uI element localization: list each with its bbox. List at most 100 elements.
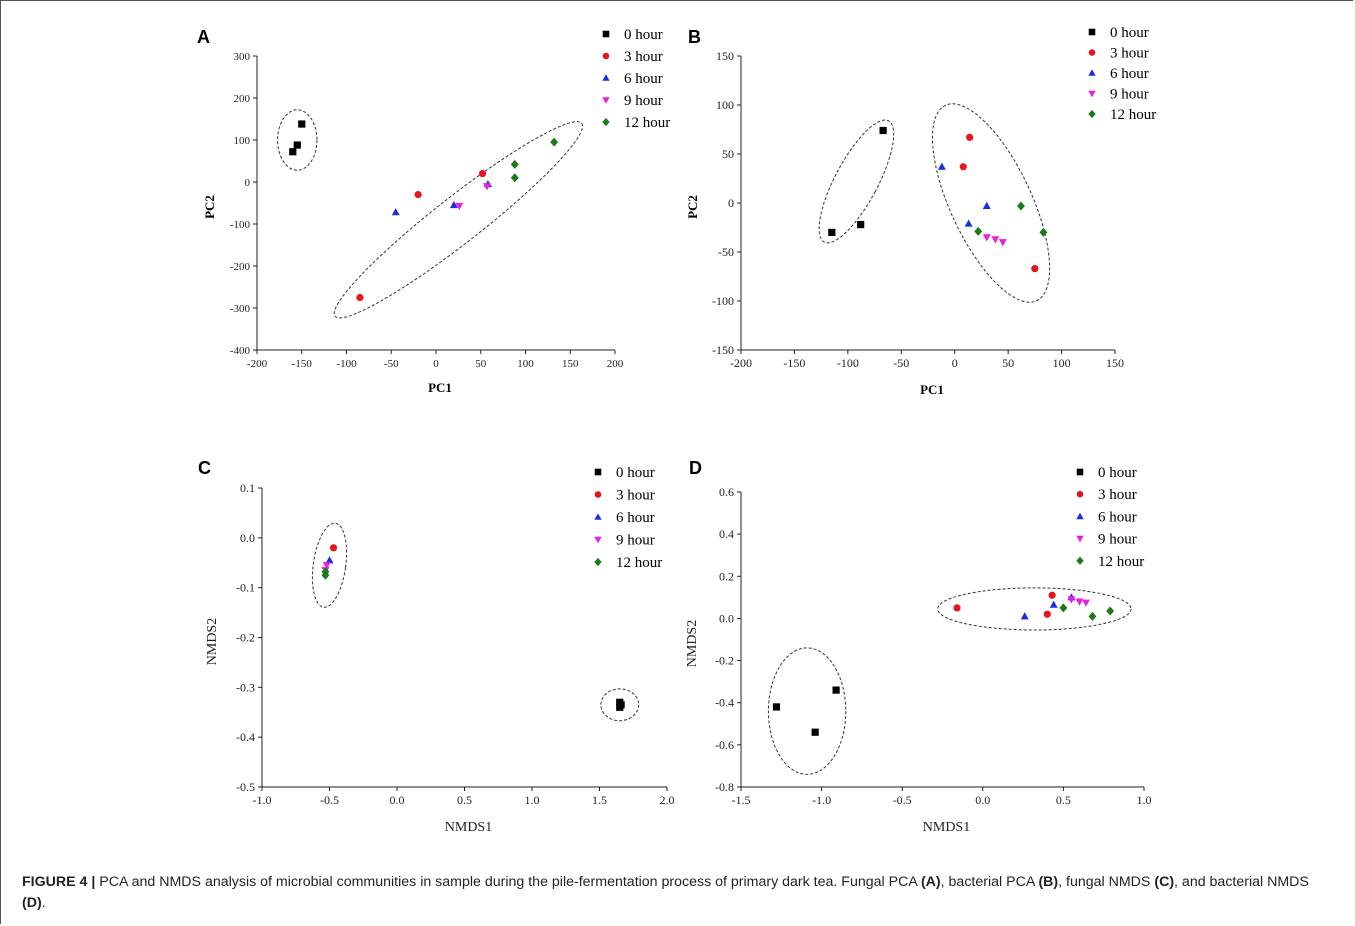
chart-panel-b: B-200 -150 -100 -50 0 50 100 150-150-100-500501… xyxy=(685,25,1156,397)
x-axis-title: PC1 xyxy=(920,382,944,397)
x-tick-label: 1.5 xyxy=(592,793,607,807)
y-tick-label: -0.4 xyxy=(715,696,734,710)
y-tick-label: 0 xyxy=(728,196,734,210)
legend-marker xyxy=(594,513,602,520)
x-tick-label: -200 xyxy=(730,356,752,370)
data-point-9-hour xyxy=(455,202,464,211)
caption-text-1: PCA and NMDS analysis of microbial commu… xyxy=(95,874,921,890)
data-point-6-hour xyxy=(964,219,973,227)
legend-marker xyxy=(1076,535,1084,543)
x-tick-label: 2.0 xyxy=(660,793,675,807)
data-point-6-hour xyxy=(1020,612,1029,620)
legend-label: 3 hour xyxy=(624,49,663,65)
chart-panel-d: D -1.5 -1.0 -0.5 0.0 0.5 1.0 -0.8 -0.6 -0.4 -0.2 0.… xyxy=(685,458,1152,835)
legend-marker xyxy=(602,52,610,60)
legend-label: 12 hour xyxy=(1110,107,1156,123)
legend-marker xyxy=(1076,512,1084,520)
y-tick-label: -50 xyxy=(718,245,734,259)
data-point-9-hour xyxy=(322,562,331,570)
legend-marker xyxy=(1088,109,1096,119)
x-tick-label: 0.0 xyxy=(975,793,990,807)
y-tick-label: 0.4 xyxy=(719,527,734,541)
legend-marker xyxy=(602,74,610,81)
data-point-3-hour xyxy=(356,293,364,302)
data-point-3-hour xyxy=(478,170,487,178)
x-tick-label: -1.5 xyxy=(732,793,751,807)
y-tick-label: -0.1 xyxy=(236,581,255,595)
x-tick-label: 0 xyxy=(433,358,439,370)
x-tick-label: 0.5 xyxy=(1056,793,1071,807)
legend-label: 12 hour xyxy=(1098,554,1144,570)
data-point-12-hour xyxy=(1059,603,1068,613)
data-point-12-hour xyxy=(1088,611,1097,621)
legend-label: 6 hour xyxy=(624,71,663,87)
x-tick-label: -150 xyxy=(292,358,313,370)
data-point-9-hour xyxy=(982,234,991,242)
x-tick-label: 0.5 xyxy=(457,793,472,807)
legend-label: 6 hour xyxy=(1098,509,1137,525)
data-point-12-hour xyxy=(510,159,519,169)
y-tick-label: 50 xyxy=(722,147,734,161)
y-tick-label: -200 xyxy=(230,261,251,273)
legend-marker xyxy=(1076,468,1084,476)
y-tick-label: 0.0 xyxy=(719,611,734,625)
data-point-6-hour xyxy=(325,556,334,564)
legend-label: 0 hour xyxy=(616,465,655,481)
legend-label: 9 hour xyxy=(616,533,655,549)
caption-text-5: . xyxy=(41,895,46,911)
caption-label: FIGURE 4 | xyxy=(22,874,96,890)
data-point-0-hour xyxy=(828,228,836,236)
legend-label: 0 hour xyxy=(624,27,663,43)
data-point-12-hour xyxy=(1017,201,1025,211)
x-tick-label: 50 xyxy=(475,358,487,370)
y-tick-label: -0.5 xyxy=(236,780,255,794)
y-axis-title: NMDS2 xyxy=(685,620,700,667)
data-point-9-hour xyxy=(1075,598,1084,606)
x-tick-label: 150 xyxy=(1106,356,1124,370)
y-axis-title: PC2 xyxy=(202,195,217,219)
x-tick-label: 0.0 xyxy=(390,793,405,807)
cluster-ellipse xyxy=(311,522,348,608)
data-point-3-hour xyxy=(1048,591,1056,599)
data-point-3-hour xyxy=(414,191,422,199)
legend-label: 6 hour xyxy=(1110,66,1149,82)
data-point-0-hour xyxy=(811,728,819,736)
y-tick-label: 0.0 xyxy=(240,531,255,545)
data-point-0-hour xyxy=(772,703,781,711)
y-axis-title: PC2 xyxy=(685,195,700,219)
x-tick-label: 150 xyxy=(562,358,579,370)
data-point-12-hour xyxy=(550,137,559,147)
x-tick-label: -0.5 xyxy=(320,793,339,807)
caption-ref-d: (D) xyxy=(22,895,42,911)
data-point-9-hour xyxy=(991,236,1000,244)
figure-caption: FIGURE 4 | PCA and NMDS analysis of micr… xyxy=(22,872,1332,914)
y-tick-label: 0.1 xyxy=(240,481,255,495)
data-point-3-hour xyxy=(1031,265,1039,273)
legend-marker xyxy=(594,557,602,567)
y-tick-label: -100 xyxy=(712,294,734,308)
data-point-3-hour xyxy=(1043,610,1051,618)
x-tick-label: -150 xyxy=(783,356,805,370)
legend-marker xyxy=(594,536,602,544)
data-point-6-hour xyxy=(937,162,946,170)
x-tick-label: -0.5 xyxy=(893,793,912,807)
legend-marker xyxy=(602,117,610,127)
y-tick-label: -0.2 xyxy=(715,654,734,668)
data-point-12-hour xyxy=(1039,227,1048,237)
legend-marker xyxy=(1076,490,1084,498)
data-point-3-hour xyxy=(959,163,967,171)
legend-marker xyxy=(1088,90,1096,98)
legend-label: 12 hour xyxy=(616,555,662,571)
data-point-6-hour xyxy=(449,200,458,209)
caption-ref-b: (B) xyxy=(1038,874,1059,890)
x-axis-title: NMDS1 xyxy=(923,820,970,835)
x-tick-label: -50 xyxy=(384,358,399,370)
data-point-0-hour xyxy=(293,141,301,149)
y-axis-title: NMDS2 xyxy=(205,618,220,665)
y-tick-label: -300 xyxy=(230,303,251,315)
legend-label: 3 hour xyxy=(1110,46,1149,62)
data-point-0-hour xyxy=(298,120,306,128)
legend-marker xyxy=(1088,49,1096,56)
panel-letter: C xyxy=(198,458,211,478)
y-tick-label: -150 xyxy=(712,343,734,357)
